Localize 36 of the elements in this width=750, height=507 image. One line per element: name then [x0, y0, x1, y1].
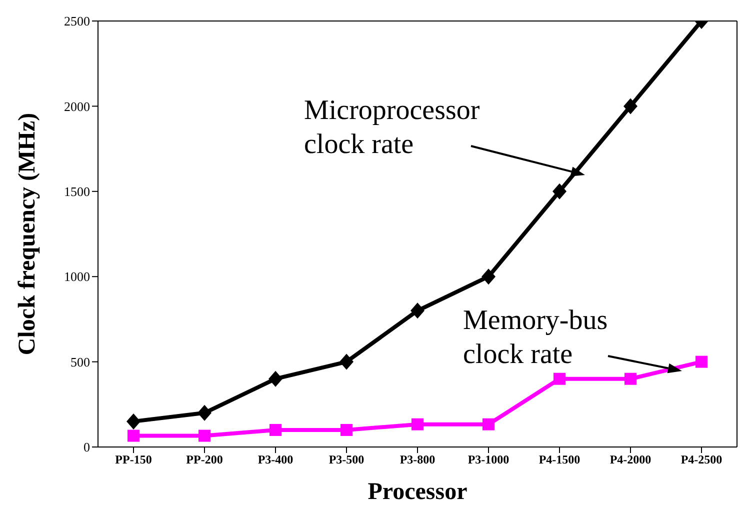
- point: [696, 356, 708, 368]
- point: [410, 302, 424, 319]
- point: [270, 424, 282, 436]
- point: [198, 430, 210, 442]
- point: [624, 98, 638, 114]
- y-tick-label: 1500: [64, 184, 90, 200]
- point: [554, 372, 566, 385]
- point: [412, 418, 424, 430]
- y-tick-label: 500: [70, 354, 90, 370]
- x-tick-label: P3-500: [328, 452, 364, 467]
- y-tick-label: 0: [84, 440, 90, 455]
- point: [482, 268, 496, 285]
- y-axis-title: Clock frequency (MHz): [14, 112, 41, 356]
- x-tick-label: PP-200: [186, 452, 223, 467]
- point: [340, 354, 354, 370]
- point: [552, 183, 566, 200]
- point: [128, 430, 140, 442]
- x-tick-label: P4-2000: [610, 452, 652, 467]
- x-tick-label: PP-150: [115, 452, 152, 467]
- x-tick-label: P4-2500: [680, 452, 722, 467]
- text: Microprocessor clock rate: [304, 94, 480, 162]
- point: [198, 404, 212, 421]
- x-tick-label: P3-800: [400, 452, 436, 467]
- point: [624, 372, 636, 385]
- x-axis-title: Processor: [368, 479, 468, 505]
- x-tick-label: P3-1000: [468, 452, 510, 467]
- point: [126, 413, 140, 430]
- point: [340, 424, 352, 436]
- point: [268, 370, 282, 387]
- x-tick-label: P3-400: [258, 452, 294, 467]
- y-tick-label: 2000: [64, 98, 90, 114]
- y-tick-label: 2500: [64, 14, 90, 29]
- point: [482, 418, 494, 430]
- series-label: Memory-bus clock rate: [463, 304, 608, 372]
- y-tick-label: 1000: [64, 269, 90, 284]
- x-tick-label: P4-1500: [538, 452, 580, 467]
